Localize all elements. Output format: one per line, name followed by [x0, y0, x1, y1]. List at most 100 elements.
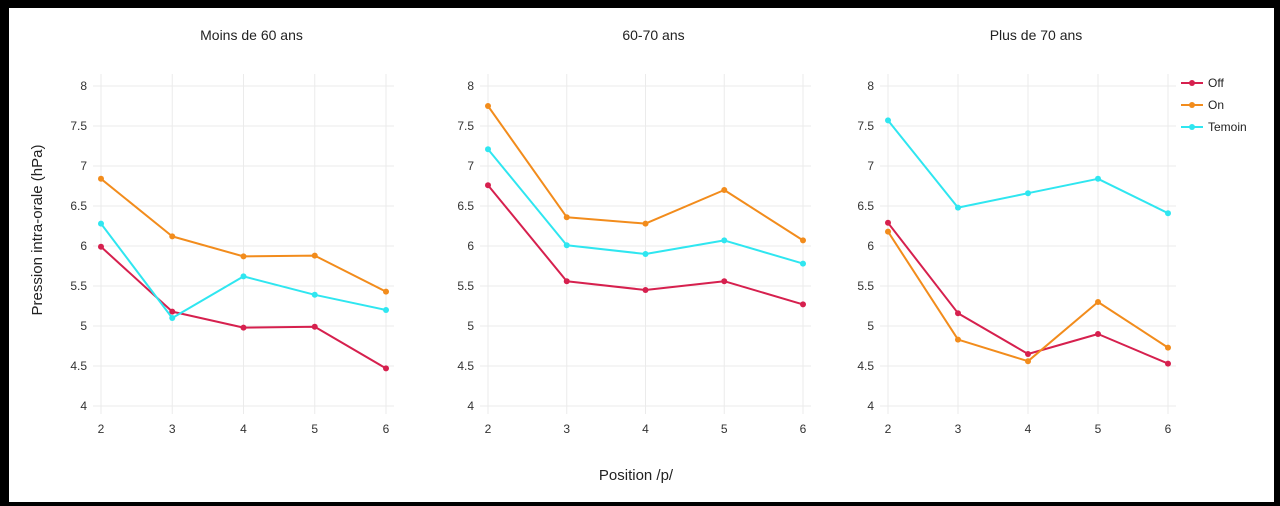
data-point	[563, 278, 570, 285]
legend-label: On	[1208, 98, 1224, 112]
x-tick-label: 5	[721, 422, 728, 436]
data-point	[98, 220, 104, 227]
y-tick-label: 4.5	[857, 359, 874, 373]
x-tick-label: 6	[383, 422, 390, 436]
data-point	[1095, 175, 1101, 182]
x-tick-label: 4	[1025, 422, 1032, 436]
data-point	[1165, 210, 1171, 217]
panel-3: Plus de 70 ans 4 4.5 5 5.5 6 6.5 7 7.5 8 2 3 4 5 6	[857, 27, 1176, 436]
y-tick-label: 5	[867, 319, 874, 333]
data-point	[642, 287, 649, 293]
y-tick-label: 8	[867, 79, 874, 93]
data-point	[1095, 331, 1101, 337]
gridlines	[880, 74, 1176, 414]
series-off	[485, 182, 806, 308]
x-tick-label: 5	[1095, 422, 1102, 436]
series-temoin	[885, 117, 1171, 217]
legend-marker	[1189, 102, 1195, 108]
data-point	[955, 336, 961, 343]
data-point	[642, 251, 649, 257]
data-point	[240, 324, 247, 331]
data-point	[485, 103, 491, 109]
series-off	[98, 243, 389, 372]
x-tick-label: 5	[311, 422, 318, 436]
y-tick-label: 5	[80, 319, 87, 333]
x-tick-label: 6	[800, 422, 807, 436]
data-point	[383, 365, 389, 372]
x-tick-label: 3	[955, 422, 962, 436]
series-on	[485, 103, 806, 244]
data-point	[1025, 351, 1031, 357]
data-point	[885, 219, 891, 226]
data-point	[955, 204, 961, 211]
data-point	[642, 220, 649, 227]
data-point	[955, 310, 961, 317]
panel-1: Moins de 60 ans 4 4.5 5 5.5 6 6.5 7 7.5 8 2 3 4 5 6	[70, 27, 394, 436]
data-point	[800, 301, 806, 308]
data-point	[885, 228, 891, 235]
gridlines	[93, 74, 394, 414]
data-point	[563, 214, 570, 221]
data-point	[485, 182, 491, 189]
series-on	[885, 228, 1171, 365]
y-tick-label: 8	[80, 79, 87, 93]
y-tick-label: 7	[867, 159, 874, 173]
data-point	[311, 291, 318, 298]
x-axis-title: Position /p/	[599, 467, 674, 484]
data-point	[563, 242, 570, 249]
y-tick-label: 6	[867, 239, 874, 253]
y-tick-label: 7.5	[857, 119, 874, 133]
legend-marker	[1189, 124, 1195, 130]
panel-title: 60-70 ans	[622, 27, 684, 43]
legend-item-temoin: Temoin	[1181, 120, 1247, 134]
data-point	[800, 260, 806, 267]
y-tick-label: 8	[467, 79, 474, 93]
series-temoin	[98, 220, 389, 321]
y-tick-label: 7.5	[70, 119, 87, 133]
legend-item-on: On	[1181, 98, 1224, 112]
x-tick-label: 4	[642, 422, 649, 436]
legend-label: Temoin	[1208, 120, 1247, 134]
y-axis-title: Pression intra-orale (hPa)	[29, 145, 46, 316]
data-point	[721, 187, 728, 193]
data-point	[721, 278, 728, 285]
data-point	[169, 233, 176, 240]
y-tick-label: 6.5	[457, 199, 474, 213]
legend-marker	[1189, 80, 1195, 86]
data-point	[240, 253, 247, 260]
data-point	[383, 288, 389, 295]
y-tick-label: 4.5	[70, 359, 87, 373]
series-off	[885, 219, 1171, 367]
data-point	[1165, 360, 1171, 367]
x-tick-label: 2	[485, 422, 492, 436]
y-tick-label: 7.5	[457, 119, 474, 133]
data-point	[721, 237, 728, 244]
data-point	[485, 146, 491, 153]
data-point	[169, 308, 176, 315]
y-tick-label: 5	[467, 319, 474, 333]
data-point	[1025, 358, 1031, 365]
y-tick-label: 6.5	[70, 199, 87, 213]
data-point	[98, 243, 104, 250]
y-tick-label: 4	[867, 399, 874, 413]
x-tick-label: 2	[885, 422, 892, 436]
data-point	[311, 323, 318, 330]
y-tick-label: 6	[80, 239, 87, 253]
legend-item-off: Off	[1181, 76, 1224, 90]
data-point	[98, 175, 104, 182]
y-tick-label: 7	[80, 159, 87, 173]
chart-canvas: Moins de 60 ans 4 4.5 5 5.5 6 6.5 7 7.5 8 2 3 4 5 6 60-…	[9, 8, 1274, 502]
x-tick-label: 2	[98, 422, 105, 436]
x-tick-label: 6	[1165, 422, 1172, 436]
panel-title: Plus de 70 ans	[990, 27, 1083, 43]
data-point	[1165, 344, 1171, 351]
data-point	[800, 237, 806, 244]
y-tick-label: 7	[467, 159, 474, 173]
legend: Off On Temoin	[1181, 76, 1247, 134]
data-point	[885, 117, 891, 124]
series-temoin	[485, 146, 806, 267]
y-tick-label: 5.5	[857, 279, 874, 293]
